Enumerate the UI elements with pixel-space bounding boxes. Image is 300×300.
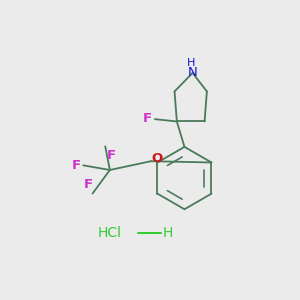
Text: H: H (187, 58, 196, 68)
Text: H: H (163, 226, 173, 240)
Text: O: O (152, 152, 163, 165)
Text: F: F (143, 112, 152, 125)
Text: F: F (72, 159, 81, 172)
Text: N: N (188, 66, 198, 79)
Text: F: F (106, 149, 116, 162)
Text: F: F (84, 178, 93, 191)
Text: HCl: HCl (98, 226, 122, 240)
